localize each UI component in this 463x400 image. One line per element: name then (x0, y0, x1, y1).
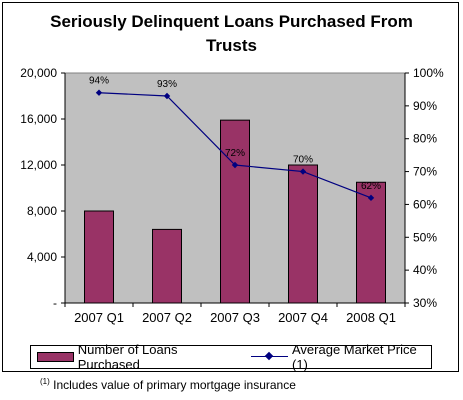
footnote: (1) Includes value of primary mortgage i… (40, 377, 296, 392)
data-label: 72% (225, 148, 245, 159)
y-left-tick-label: 12,000 (20, 158, 57, 172)
line-point (163, 92, 171, 100)
line-point (367, 194, 375, 202)
y-left-tick-label: 20,000 (20, 66, 57, 80)
y-left-tick-label: - (53, 296, 57, 310)
x-tick-label: 2008 Q1 (346, 310, 396, 325)
data-label: 62% (361, 181, 381, 192)
footnote-text: Includes value of primary mortgage insur… (49, 378, 296, 392)
line-point (299, 168, 307, 175)
x-tick-label: 2007 Q1 (74, 310, 124, 325)
y-left-tick-label: 4,000 (27, 250, 57, 264)
legend-item-line: Average Market Price (1) (237, 342, 431, 372)
bar (220, 119, 250, 304)
legend-bar-swatch (37, 352, 74, 362)
bar (152, 228, 182, 304)
y-right-tick-label: 70% (413, 165, 437, 179)
data-label: 94% (89, 76, 109, 87)
line-point (95, 89, 103, 96)
bar (356, 181, 386, 304)
y-right-tick-label: 80% (413, 132, 437, 146)
x-tick-label: 2007 Q3 (210, 310, 260, 325)
data-label: 93% (157, 79, 177, 90)
legend-bar-label: Number of Loans Purchased (77, 342, 178, 372)
data-label: 70% (293, 155, 313, 166)
y-left-tick-label: 16,000 (20, 112, 57, 126)
chart-title-line-2: Trusts (205, 36, 258, 55)
y-right-tick-label: 40% (413, 263, 437, 277)
y-right-tick-label: 30% (413, 296, 437, 310)
footnote-marker: (1) (40, 377, 50, 386)
legend-line-label: Average Market Price (1) (292, 342, 417, 372)
bar (288, 164, 318, 304)
y-right-tick-label: 100% (413, 66, 444, 80)
x-tick-label: 2007 Q2 (142, 310, 192, 325)
chart-legend: Number of Loans Purchased Average Market… (30, 342, 432, 372)
legend-item-bars: Number of Loans Purchased (31, 342, 237, 372)
line-point (231, 161, 239, 169)
y-right-tick-label: 60% (413, 197, 437, 211)
y-right-tick-label: 90% (413, 99, 437, 113)
y-left-tick-label: 8,000 (27, 204, 57, 218)
y-right-tick-label: 50% (413, 230, 437, 244)
chart-title: Seriously Delinquent Loans Purchased Fro… (0, 10, 463, 58)
x-tick-label: 2007 Q4 (278, 310, 328, 325)
legend-line-swatch (251, 351, 288, 363)
chart-title-line-1: Seriously Delinquent Loans Purchased Fro… (50, 12, 413, 31)
bar (84, 210, 114, 304)
